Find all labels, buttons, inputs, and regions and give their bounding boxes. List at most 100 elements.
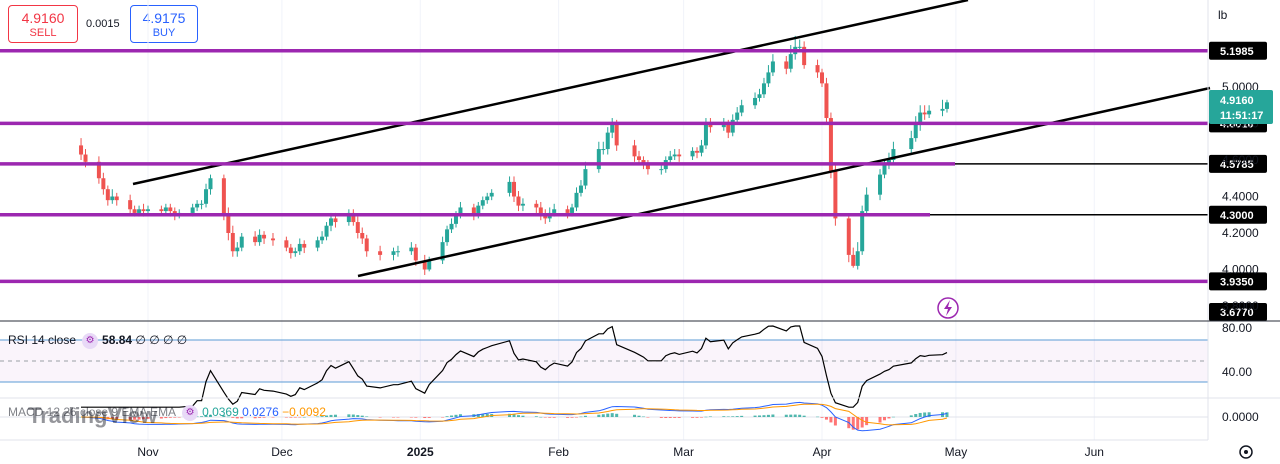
macd-histogram-bar bbox=[753, 415, 757, 417]
trend-channel bbox=[132, 0, 1211, 278]
macd-histogram-bar bbox=[298, 417, 302, 418]
candle bbox=[766, 65, 771, 87]
macd-histogram-bar bbox=[740, 415, 744, 417]
sell-button[interactable]: 4.9160 SELL bbox=[8, 5, 78, 43]
candle bbox=[695, 147, 700, 159]
macd-histogram-bar bbox=[365, 416, 369, 417]
macd-histogram-bar bbox=[360, 415, 364, 417]
macd-histogram-bar bbox=[668, 417, 672, 418]
macd-histogram-bar bbox=[945, 412, 949, 417]
macd-histogram-bar bbox=[664, 417, 668, 418]
macd-histogram-bar bbox=[704, 416, 708, 418]
candle bbox=[221, 174, 226, 221]
candle bbox=[257, 229, 262, 246]
macd-histogram-bar bbox=[771, 414, 775, 417]
candle bbox=[262, 231, 267, 244]
level-tag-label: 4.5785 bbox=[1220, 159, 1254, 171]
macd-histogram-bar bbox=[159, 417, 163, 419]
candle bbox=[753, 92, 758, 109]
macd-histogram-bar bbox=[784, 414, 788, 417]
macd-histogram-bar bbox=[481, 413, 485, 417]
macd-histogram-bar bbox=[110, 417, 114, 420]
candle bbox=[422, 254, 427, 275]
time-tick-label: Feb bbox=[548, 445, 569, 459]
macd-tick-label: 0.0000 bbox=[1222, 410, 1259, 424]
rsi-value: 58.84 bbox=[102, 333, 133, 348]
candle bbox=[802, 41, 807, 69]
candle bbox=[288, 243, 293, 259]
settings-icon[interactable] bbox=[1239, 445, 1253, 459]
candle bbox=[507, 176, 512, 197]
candle bbox=[891, 141, 896, 164]
time-tick-label: Dec bbox=[271, 445, 292, 459]
candle bbox=[677, 149, 682, 162]
macd-histogram-bar bbox=[918, 412, 922, 417]
buy-button[interactable]: 4.9175 BUY bbox=[130, 5, 198, 43]
time-tick-label: Mar bbox=[673, 445, 694, 459]
macd-histogram-bar bbox=[396, 417, 400, 418]
macd-histogram-bar bbox=[633, 414, 637, 417]
candle bbox=[520, 198, 525, 212]
candle bbox=[315, 236, 320, 252]
macd-histogram-bar bbox=[427, 417, 431, 418]
macd-histogram-bar bbox=[146, 417, 150, 419]
macd-histogram-bar bbox=[909, 415, 913, 417]
macd-histogram-bar bbox=[789, 414, 793, 417]
buy-label: BUY bbox=[152, 27, 176, 39]
macd-histogram-bar bbox=[570, 417, 574, 418]
candle bbox=[485, 192, 490, 204]
macd-histogram-bar bbox=[164, 417, 168, 419]
indicator-settings-icon[interactable]: ⚙ bbox=[82, 333, 99, 349]
candle bbox=[632, 139, 637, 162]
macd-histogram-bar bbox=[235, 417, 239, 419]
macd-histogram-bar bbox=[177, 417, 181, 418]
candle bbox=[195, 200, 200, 212]
macd-histogram-bar bbox=[409, 417, 413, 418]
candle bbox=[824, 77, 829, 124]
macd-histogram-bar bbox=[195, 416, 199, 418]
candle bbox=[351, 209, 356, 226]
macd-histogram-bar bbox=[610, 413, 614, 417]
macd-histogram-bar bbox=[793, 414, 797, 417]
candle bbox=[449, 218, 454, 233]
macd-histogram-bar bbox=[142, 417, 146, 420]
macd-histogram-bar bbox=[222, 415, 226, 417]
candle bbox=[944, 99, 949, 113]
rsi-legend[interactable]: RSI 14 close ⚙ 58.84 ∅ ∅ ∅ ∅ bbox=[8, 333, 187, 349]
macd-histogram-bar bbox=[829, 417, 833, 423]
time-tick-label: Jun bbox=[1085, 445, 1104, 459]
candle bbox=[574, 187, 579, 212]
candle bbox=[204, 183, 209, 208]
candle bbox=[909, 130, 914, 153]
candle bbox=[940, 99, 945, 117]
macd-histogram-bar bbox=[458, 414, 462, 417]
level-tag-label: 4.3000 bbox=[1220, 210, 1254, 222]
macd-label: MACD 12 26 close 9 EMA EMA bbox=[8, 405, 177, 420]
macd-histogram-bar bbox=[262, 417, 266, 418]
macd-histogram-bar bbox=[378, 417, 382, 418]
macd-histogram-bar bbox=[887, 417, 891, 419]
macd-histogram-bar bbox=[691, 417, 695, 418]
price-tick-label: 4.6000 bbox=[1222, 153, 1259, 167]
macd-histogram-bar bbox=[534, 416, 538, 417]
macd-histogram-bar bbox=[601, 414, 605, 417]
candle bbox=[757, 88, 762, 102]
macd-histogram-bar bbox=[820, 417, 824, 418]
macd-histogram-bar bbox=[333, 414, 337, 417]
macd-histogram-bar bbox=[641, 416, 645, 418]
indicator-settings-icon[interactable]: ⚙ bbox=[182, 405, 199, 421]
candle bbox=[163, 203, 168, 215]
macd-histogram-bar bbox=[659, 417, 663, 418]
macd-histogram-bar bbox=[508, 413, 512, 417]
macd-histogram-bar bbox=[566, 417, 570, 418]
candle bbox=[846, 214, 851, 263]
candle bbox=[110, 189, 115, 204]
candle bbox=[770, 54, 775, 77]
macd-histogram-bar bbox=[351, 414, 355, 417]
macd-legend[interactable]: MACD 12 26 close 9 EMA EMA ⚙ 0.0369 0.0276… bbox=[8, 405, 326, 421]
macd-histogram-bar bbox=[583, 415, 587, 417]
rsi-pane bbox=[0, 325, 1208, 408]
lightning-icon[interactable] bbox=[937, 297, 959, 319]
spread-value: 0.0015 bbox=[86, 18, 120, 30]
